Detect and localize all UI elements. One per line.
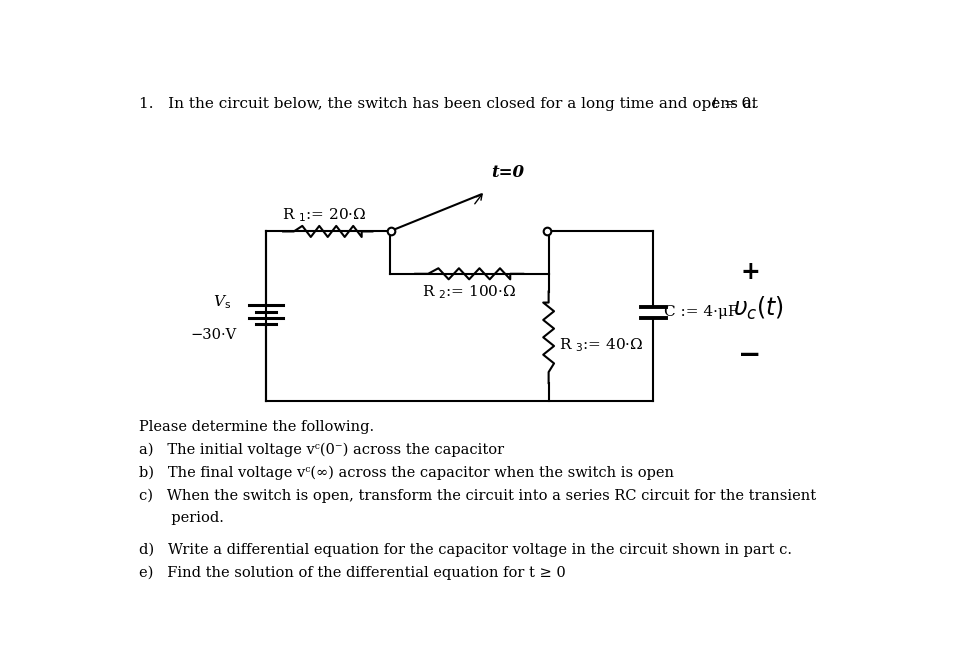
Text: a)   The initial voltage vᶜ(0⁻) across the capacitor: a) The initial voltage vᶜ(0⁻) across the…: [139, 443, 504, 457]
Text: d)   Write a differential equation for the capacitor voltage in the circuit show: d) Write a differential equation for the…: [139, 543, 791, 558]
Text: period.: period.: [139, 511, 224, 525]
Text: t: t: [711, 97, 717, 111]
Text: −: −: [737, 341, 761, 368]
Text: b)   The final voltage vᶜ(∞) across the capacitor when the switch is open: b) The final voltage vᶜ(∞) across the ca…: [139, 466, 674, 480]
Text: 1.   In the circuit below, the switch has been closed for a long time and opens : 1. In the circuit below, the switch has …: [139, 97, 763, 111]
Text: e)   Find the solution of the differential equation for t ≥ 0: e) Find the solution of the differential…: [139, 566, 565, 580]
Text: $\upsilon_c(t)$: $\upsilon_c(t)$: [733, 295, 783, 322]
Text: V$_{\sf s}$: V$_{\sf s}$: [212, 293, 231, 311]
Text: = 0.: = 0.: [719, 97, 755, 111]
Text: Please determine the following.: Please determine the following.: [139, 420, 375, 434]
Text: −30·V: −30·V: [190, 327, 236, 342]
Text: R $_{2}$:= 100·Ω: R $_{2}$:= 100·Ω: [422, 283, 515, 301]
Text: c)   When the switch is open, transform the circuit into a series RC circuit for: c) When the switch is open, transform th…: [139, 488, 816, 503]
Text: +: +: [739, 260, 759, 285]
Text: t=0: t=0: [490, 164, 523, 180]
Text: R $_{3}$:= 40·Ω: R $_{3}$:= 40·Ω: [558, 336, 643, 354]
Text: R $_{1}$:= 20·Ω: R $_{1}$:= 20·Ω: [282, 206, 366, 223]
Text: C := 4·μF: C := 4·μF: [663, 305, 737, 319]
